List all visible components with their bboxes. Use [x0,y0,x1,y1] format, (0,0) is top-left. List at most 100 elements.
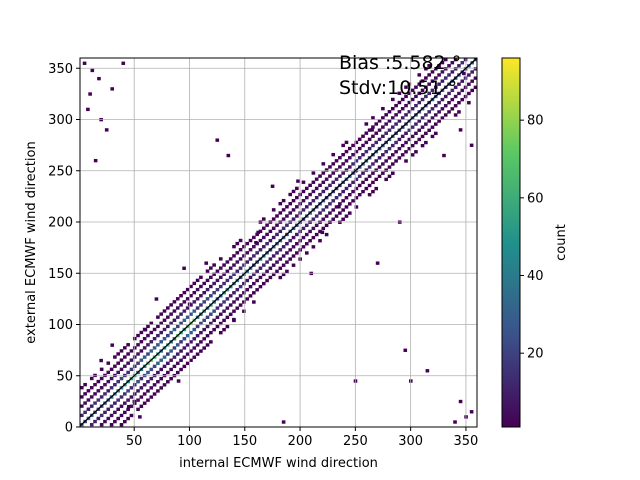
heatmap-cell [384,168,388,172]
heatmap-cell [278,266,283,270]
heatmap-cell [143,328,148,332]
heatmap-cell [83,382,87,387]
heatmap-cell [334,214,339,218]
heatmap-cell [189,358,193,362]
heatmap-cell [248,275,253,280]
heatmap-cell [156,324,160,329]
heatmap-cell [361,189,365,194]
heatmap-cell [83,401,87,405]
heatmap-cell [427,91,431,96]
heatmap-cell [344,186,349,191]
heatmap-cell [136,380,140,384]
heatmap-cell [437,110,441,114]
heatmap-cell [344,140,349,145]
heatmap-cell [228,257,233,261]
heatmap-cell [189,349,193,353]
heatmap-cell [453,85,458,89]
heatmap-cell [126,398,130,402]
heatmap-cell [440,60,445,65]
heatmap-cell [295,195,299,200]
heatmap-cell [417,128,422,132]
heatmap-cell [225,315,230,320]
heatmap-cell [192,337,197,341]
heatmap-cell [427,73,431,77]
heatmap-cell [149,349,154,353]
heatmap-cell [205,278,210,283]
heatmap-cell [169,377,173,381]
heatmap-cell [156,333,160,338]
heatmap-cell [261,217,266,221]
heatmap-cell [470,88,474,93]
heatmap-cell [410,88,415,92]
heatmap-cell [400,134,405,139]
heatmap-cell [410,97,415,102]
heatmap-cell [156,343,160,347]
heatmap-cell [99,413,104,418]
heatmap-cell [265,223,269,227]
heatmap-cell [404,85,408,89]
heatmap-cell [351,189,355,194]
heatmap-cell [119,423,124,427]
heatmap-cell [209,340,213,344]
heatmap-cell [440,79,445,83]
heatmap-cell [205,315,210,319]
heatmap-cell [255,288,259,292]
heatmap-cell [291,208,296,212]
heatmap-cell [334,196,339,200]
heatmap-cell [136,389,140,393]
heatmap-cell [420,97,425,102]
heatmap-cell [467,73,471,77]
heatmap-cell [357,183,362,188]
heatmap-cell [268,266,273,270]
heatmap-cell [212,318,216,323]
y-tick-label: 250 [48,164,73,179]
heatmap-cell [238,266,243,270]
heatmap-cell [142,392,147,396]
heatmap-cell [129,395,134,399]
heatmap-cell [404,140,408,145]
heatmap-cell [189,330,193,335]
heatmap-cell [212,291,216,295]
heatmap-cell [387,156,392,160]
heatmap-cell [116,379,120,384]
heatmap-cell [228,266,233,270]
heatmap-cell [252,245,256,249]
heatmap-cell [295,186,299,191]
heatmap-cell [397,137,402,142]
heatmap-cell [199,303,203,307]
heatmap-cell [433,113,438,117]
heatmap-cell [291,245,296,249]
heatmap-cell [242,263,246,267]
heatmap-cell [397,110,402,114]
heatmap-cell [238,248,243,252]
heatmap-cell [341,208,345,212]
heatmap-cell [397,100,402,105]
heatmap-cell [341,152,345,157]
heatmap-cell [123,364,127,368]
heatmap-cell [473,76,478,80]
heatmap-cell [390,125,395,129]
heatmap-cell [337,205,341,209]
heatmap-cell [225,297,230,301]
heatmap-cell [136,398,140,402]
heatmap-cell [304,195,309,200]
heatmap-cell [443,113,448,117]
heatmap-cell [166,306,170,310]
heatmap-cell [361,143,365,148]
heatmap-cell [169,330,173,335]
heatmap-cell [354,149,359,154]
heatmap-cell [106,379,111,384]
heatmap-cell [324,214,329,218]
heatmap-cell [228,303,233,307]
heatmap-cell [443,67,448,71]
heatmap-cell [159,358,164,362]
heatmap-cell [420,116,425,120]
heatmap-cell [175,352,180,356]
heatmap-cell [450,107,455,111]
heatmap-cell [169,358,173,362]
heatmap-cell [209,284,213,289]
heatmap-cell [119,395,124,399]
heatmap-cell [185,352,190,356]
heatmap-cell [414,122,418,126]
